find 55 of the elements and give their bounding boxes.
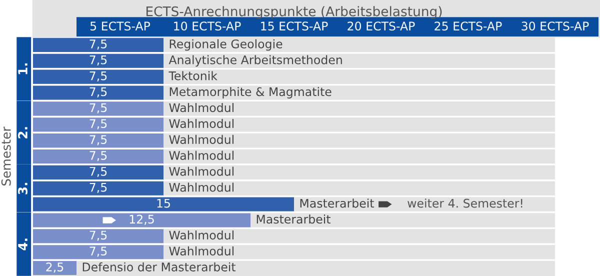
- bar: [33, 261, 76, 276]
- x-tick-label: 25 ECTS-AP: [434, 22, 502, 31]
- data-label: 2,5: [46, 262, 64, 273]
- y-tick-label: Analytische Arbeitsmethoden: [168, 55, 342, 67]
- x-tick-label: 5 ECTS-AP: [90, 22, 150, 31]
- bar: [33, 213, 250, 228]
- data-label: 7,5: [90, 56, 107, 66]
- y-tick-label: Wahlmodul: [169, 182, 234, 192]
- y-tick-label: Tektonik: [168, 71, 218, 80]
- data-label: 7,5: [90, 103, 107, 114]
- data-label: 7,5: [90, 71, 107, 82]
- chart-title: ECTS-Anrechnungspunkte (Arbeitsbelastung): [146, 6, 442, 19]
- bar: [33, 118, 164, 132]
- bar: [33, 197, 294, 212]
- text: 1.: [18, 63, 28, 74]
- y-tick-label: Masterarbeit: [300, 198, 374, 208]
- data-label: 7,5: [90, 87, 107, 98]
- data-label: 7,5: [90, 167, 107, 178]
- y-tick-label: Defensio der Masterarbeit: [82, 262, 236, 272]
- x-tick-label: 10 ECTS-AP: [174, 22, 241, 31]
- data-label: 7,5: [90, 151, 107, 162]
- text: 3.: [18, 182, 28, 194]
- data-label: 12,5: [130, 214, 154, 225]
- y-tick-label: Masterarbeit: [256, 214, 331, 224]
- text: 2.: [18, 127, 28, 138]
- bar: [33, 149, 164, 164]
- bar: [33, 165, 164, 180]
- x-tick-label: 20 ECTS-AP: [348, 22, 415, 31]
- annotation: weiter 4. Semester!: [408, 198, 522, 208]
- y-tick-label: Wahlmodul: [169, 230, 234, 240]
- data-label: 7,5: [90, 183, 107, 193]
- x-tick-label: 15 ECTS-AP: [261, 22, 328, 31]
- bar: [33, 134, 164, 148]
- y-tick-label: Regionale Geologie: [170, 39, 282, 51]
- bar: [33, 54, 164, 68]
- data-label: 7,5: [90, 230, 107, 241]
- y-tick-label: Metamorphite & Magmatite: [170, 87, 332, 98]
- data-label: 7,5: [90, 40, 107, 50]
- y-tick-label: Wahlmodul: [169, 134, 234, 144]
- y-axis-title: Semester: [1, 126, 11, 186]
- y-tick-label: Wahlmodul: [169, 246, 234, 256]
- bar: [33, 102, 164, 116]
- bar: [33, 181, 164, 196]
- x-tick-label: 30 ECTS-AP: [522, 22, 589, 31]
- data-label: 15: [157, 198, 170, 208]
- data-label: 7,5: [90, 246, 107, 257]
- y-tick-label: Wahlmodul: [169, 118, 234, 128]
- bar: [33, 229, 164, 244]
- bar: [33, 245, 164, 260]
- data-label: 7,5: [90, 135, 107, 146]
- data-label: 7,5: [90, 119, 107, 130]
- y-tick-label: Wahlmodul: [169, 166, 234, 176]
- text: 4.: [18, 238, 28, 250]
- y-tick-label: Wahlmodul: [169, 150, 234, 160]
- y-tick-label: Wahlmodul: [169, 102, 234, 112]
